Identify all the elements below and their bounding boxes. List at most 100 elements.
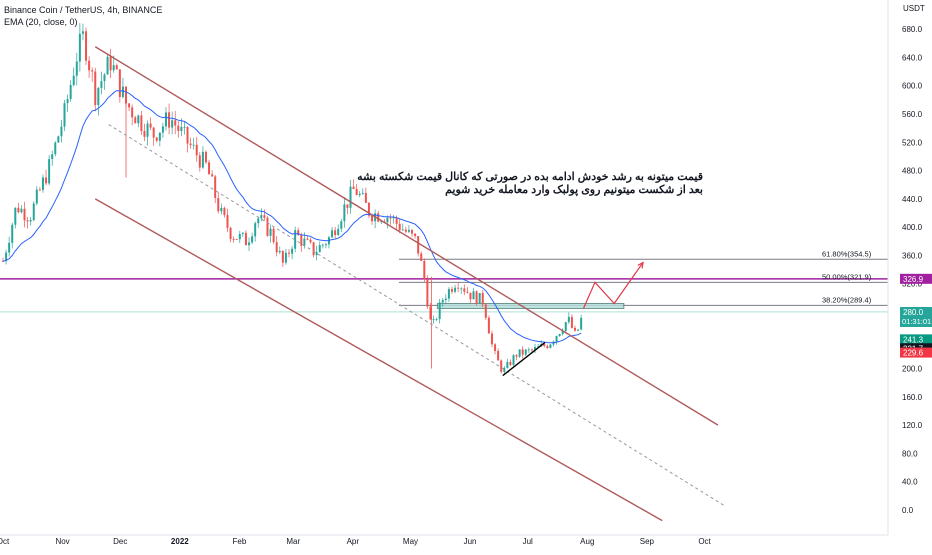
candle-body[interactable] bbox=[26, 220, 29, 222]
candle-body[interactable] bbox=[303, 238, 306, 246]
candle-body[interactable] bbox=[263, 215, 266, 218]
candle-body[interactable] bbox=[401, 229, 404, 231]
candle-body[interactable] bbox=[346, 204, 349, 208]
candle-body[interactable] bbox=[260, 215, 263, 219]
candle-body[interactable] bbox=[8, 242, 11, 253]
candle-body[interactable] bbox=[211, 174, 214, 177]
candle-body[interactable] bbox=[220, 207, 223, 212]
candle-body[interactable] bbox=[201, 151, 204, 168]
candle-body[interactable] bbox=[20, 208, 23, 213]
candle-body[interactable] bbox=[300, 235, 303, 246]
candle-body[interactable] bbox=[549, 344, 552, 348]
candle-body[interactable] bbox=[192, 144, 195, 146]
candle-body[interactable] bbox=[506, 361, 509, 368]
candle-body[interactable] bbox=[318, 245, 321, 253]
candle-body[interactable] bbox=[297, 230, 300, 236]
candle-body[interactable] bbox=[435, 319, 438, 320]
candle-body[interactable] bbox=[229, 227, 232, 239]
candle-body[interactable] bbox=[81, 31, 84, 34]
candle-body[interactable] bbox=[45, 177, 48, 184]
candle-body[interactable] bbox=[78, 33, 81, 62]
candle-body[interactable] bbox=[450, 289, 453, 292]
candle-body[interactable] bbox=[115, 65, 118, 70]
candle-body[interactable] bbox=[140, 115, 143, 132]
candle-body[interactable] bbox=[51, 154, 54, 160]
candle-body[interactable] bbox=[94, 71, 97, 106]
candle-body[interactable] bbox=[54, 142, 57, 155]
candle-body[interactable] bbox=[358, 193, 361, 195]
candle-body[interactable] bbox=[91, 70, 94, 72]
candle-body[interactable] bbox=[232, 238, 235, 240]
candle-body[interactable] bbox=[580, 317, 583, 330]
candle-body[interactable] bbox=[66, 98, 69, 104]
candle-body[interactable] bbox=[103, 74, 106, 82]
candle-body[interactable] bbox=[248, 242, 251, 246]
candle-body[interactable] bbox=[134, 117, 137, 124]
candle-body[interactable] bbox=[377, 213, 380, 222]
candle-body[interactable] bbox=[478, 293, 481, 304]
candle-body[interactable] bbox=[174, 120, 177, 126]
candle-body[interactable] bbox=[57, 136, 60, 143]
candle-body[interactable] bbox=[371, 215, 374, 222]
candle-body[interactable] bbox=[183, 126, 186, 128]
candle-body[interactable] bbox=[444, 298, 447, 300]
candle-body[interactable] bbox=[186, 126, 189, 144]
candle-body[interactable] bbox=[472, 291, 475, 300]
candle-body[interactable] bbox=[312, 242, 315, 256]
candle-body[interactable] bbox=[60, 126, 63, 137]
candle-body[interactable] bbox=[361, 192, 364, 194]
candle-body[interactable] bbox=[530, 349, 533, 351]
candle-body[interactable] bbox=[432, 319, 435, 320]
candle-body[interactable] bbox=[503, 367, 506, 372]
candle-body[interactable] bbox=[577, 329, 580, 331]
candle-body[interactable] bbox=[106, 56, 109, 75]
candle-body[interactable] bbox=[48, 159, 51, 184]
candle-body[interactable] bbox=[337, 228, 340, 236]
candle-body[interactable] bbox=[131, 107, 134, 118]
candle-body[interactable] bbox=[398, 223, 401, 231]
candle-body[interactable] bbox=[429, 306, 432, 320]
candle-body[interactable] bbox=[226, 215, 229, 228]
candle-body[interactable] bbox=[204, 151, 207, 163]
candle-body[interactable] bbox=[291, 248, 294, 254]
candle-body[interactable] bbox=[490, 333, 493, 345]
candle-body[interactable] bbox=[112, 65, 115, 71]
candle-body[interactable] bbox=[543, 344, 546, 346]
candle-body[interactable] bbox=[198, 155, 201, 168]
candle-body[interactable] bbox=[171, 120, 174, 128]
candle-body[interactable] bbox=[500, 360, 503, 372]
candle-body[interactable] bbox=[195, 144, 198, 156]
candle-body[interactable] bbox=[426, 279, 429, 307]
candle-body[interactable] bbox=[407, 229, 410, 232]
candle-body[interactable] bbox=[272, 228, 275, 243]
candle-body[interactable] bbox=[118, 69, 121, 98]
candle-body[interactable] bbox=[574, 327, 576, 331]
candle-body[interactable] bbox=[497, 350, 500, 361]
candle-body[interactable] bbox=[420, 253, 423, 261]
candle-body[interactable] bbox=[343, 204, 346, 222]
candle-body[interactable] bbox=[238, 233, 241, 240]
candle-body[interactable] bbox=[257, 218, 260, 224]
candle-body[interactable] bbox=[527, 349, 530, 351]
candle-body[interactable] bbox=[72, 75, 75, 86]
candle-body[interactable] bbox=[143, 131, 146, 137]
candle-body[interactable] bbox=[546, 345, 549, 348]
candle-body[interactable] bbox=[11, 224, 14, 243]
candle-body[interactable] bbox=[109, 56, 112, 71]
candle-body[interactable] bbox=[284, 252, 287, 263]
candle-body[interactable] bbox=[441, 299, 444, 303]
candle-body[interactable] bbox=[281, 250, 284, 263]
candle-body[interactable] bbox=[380, 221, 383, 223]
candle-body[interactable] bbox=[349, 186, 352, 208]
candle-body[interactable] bbox=[331, 230, 334, 238]
candle-body[interactable] bbox=[411, 229, 414, 234]
channel-lower-line[interactable] bbox=[94, 198, 663, 522]
candle-body[interactable] bbox=[149, 123, 152, 128]
candle-body[interactable] bbox=[469, 292, 472, 300]
candle-body[interactable] bbox=[460, 288, 463, 290]
candle-body[interactable] bbox=[463, 288, 466, 292]
candle-body[interactable] bbox=[235, 239, 238, 240]
candle-body[interactable] bbox=[457, 287, 460, 289]
candle-body[interactable] bbox=[438, 302, 441, 320]
candle-body[interactable] bbox=[88, 60, 91, 71]
